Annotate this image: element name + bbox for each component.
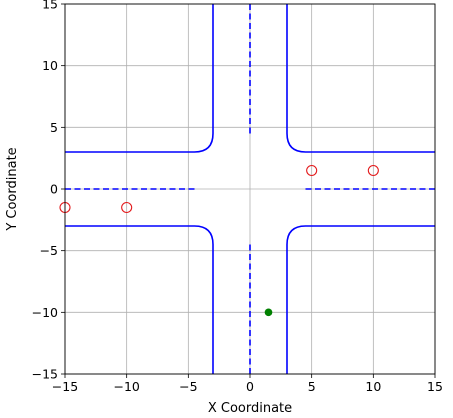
point-1-0 — [264, 308, 273, 317]
y-tick-label-0: −15 — [32, 367, 58, 382]
y-tick-label-2: −5 — [40, 243, 58, 258]
y-tick-label-1: −10 — [32, 305, 58, 320]
x-tick-label-3: 0 — [246, 379, 254, 394]
x-tick-label-4: 5 — [308, 379, 316, 394]
x-tick-label-0: −15 — [52, 379, 78, 394]
point-0-1 — [121, 201, 133, 214]
road-corner-11 — [286, 225, 306, 245]
lane-markings — [65, 4, 435, 374]
x-tick-label-5: 10 — [365, 379, 381, 394]
road-corner-9 — [286, 133, 306, 153]
x-tick-label-1: −10 — [113, 379, 139, 394]
y-axis-label: Y Coordinate — [5, 147, 20, 231]
road-layout — [65, 4, 435, 374]
data-points — [59, 164, 379, 317]
y-tick-label-6: 15 — [42, 0, 58, 12]
x-axis-label: X Coordinate — [208, 401, 292, 416]
y-tick-label-5: 10 — [42, 58, 58, 73]
y-tick-label-3: 0 — [50, 182, 58, 197]
x-tick-label-2: −5 — [179, 379, 197, 394]
axis-ticks — [61, 3, 436, 378]
grid — [64, 3, 436, 375]
road-corner-10 — [194, 225, 214, 245]
x-tick-label-6: 15 — [427, 379, 443, 394]
y-tick-label-4: 5 — [50, 120, 58, 135]
tick-labels: −15 −10 −5 0 5 10 15 −15 −10 −5 0 5 10 15 — [32, 0, 443, 394]
point-0-3 — [367, 164, 379, 177]
road-corner-8 — [194, 133, 214, 153]
point-0-2 — [306, 164, 318, 177]
